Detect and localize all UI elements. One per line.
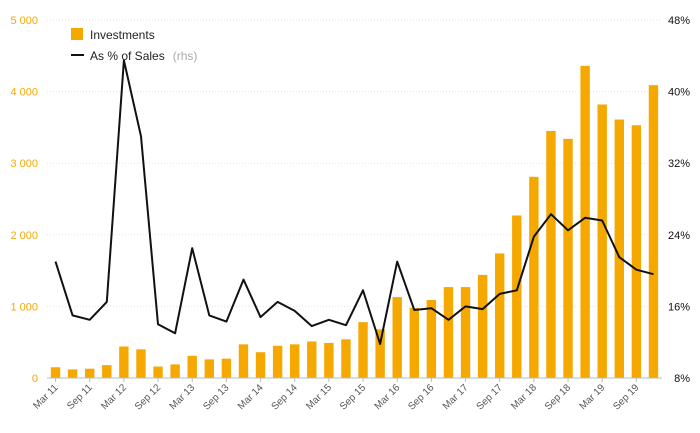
bar xyxy=(631,125,642,378)
x-axis: Mar 11 Sep 11 Mar 12 Sep 12 Mar 13 Sep 13 Mar … xyxy=(31,377,662,413)
y-right-tick-label: 8% xyxy=(674,373,690,385)
sales-pct-line xyxy=(54,59,654,345)
x-tick-label: Mar 13 xyxy=(168,382,198,412)
x-tick-label: Sep 12 xyxy=(133,382,163,412)
bar xyxy=(119,346,129,378)
x-tick-label: Mar 14 xyxy=(236,382,266,412)
bar xyxy=(67,369,78,378)
bar xyxy=(136,349,146,378)
x-tick-label: Sep 13 xyxy=(201,382,231,412)
y-right-tick-label: 32% xyxy=(668,158,690,170)
bar xyxy=(50,367,61,378)
investments-bars xyxy=(50,65,659,379)
x-tick-label: Sep 16 xyxy=(406,382,436,412)
x-tick-label: Mar 17 xyxy=(441,382,471,412)
y-right-tick-label: 48% xyxy=(668,15,690,27)
bar xyxy=(409,307,419,378)
y-axis-right: 8% 16% 24% 32% 40% 48% xyxy=(668,15,690,385)
bar xyxy=(358,322,368,378)
x-tick-label: Mar 16 xyxy=(373,382,403,412)
bar xyxy=(546,130,556,378)
legend-label-investments: Investments xyxy=(90,28,155,42)
bar xyxy=(563,138,573,378)
bar xyxy=(495,253,505,378)
x-tick-label: Mar 18 xyxy=(509,382,539,412)
bar xyxy=(426,299,437,378)
x-tick-label: Sep 17 xyxy=(475,382,505,412)
bar xyxy=(324,342,334,378)
y-right-tick-label: 24% xyxy=(668,230,690,242)
y-left-tick-label: 0 xyxy=(32,373,38,385)
bar xyxy=(272,345,283,378)
bar xyxy=(255,352,266,378)
x-tick-label: Sep 14 xyxy=(270,382,300,412)
legend-label-sales-pct: As % of Sales (rhs) xyxy=(90,47,197,64)
bar xyxy=(187,355,197,378)
legend: Investments As % of Sales (rhs) xyxy=(71,28,197,64)
x-tick-label: Mar 19 xyxy=(578,382,608,412)
bar xyxy=(153,366,163,378)
y-axis-left: 0 1 000 2 000 3 000 4 000 5 000 xyxy=(10,15,38,385)
x-tick-label: Sep 18 xyxy=(543,382,573,412)
bar xyxy=(460,287,471,378)
bar xyxy=(238,344,249,378)
bar xyxy=(290,344,300,378)
x-tick-label: Sep 11 xyxy=(65,382,95,412)
bar xyxy=(529,176,539,378)
y-left-tick-label: 4 000 xyxy=(10,87,38,99)
y-right-tick-label: 40% xyxy=(668,87,690,99)
x-tick-label: Sep 15 xyxy=(338,382,368,412)
bar xyxy=(392,297,402,378)
x-tick-label: Mar 12 xyxy=(99,382,129,412)
bar xyxy=(170,364,180,378)
x-tick-label: Mar 15 xyxy=(304,382,334,412)
series-line xyxy=(54,59,654,345)
bar xyxy=(580,65,590,378)
x-tick-label: Sep 19 xyxy=(611,382,641,412)
y-left-tick-label: 1 000 xyxy=(10,301,38,313)
bar xyxy=(102,365,112,378)
bar xyxy=(614,119,624,379)
bar xyxy=(375,329,385,378)
y-left-tick-label: 2 000 xyxy=(10,230,38,242)
y-right-tick-label: 16% xyxy=(668,301,690,313)
y-left-tick-label: 3 000 xyxy=(10,158,38,170)
bar xyxy=(597,104,607,378)
x-tick-label: Mar 11 xyxy=(31,382,61,412)
bar xyxy=(85,368,95,378)
bar xyxy=(443,287,454,378)
y-left-tick-label: 5 000 xyxy=(10,15,38,27)
bar xyxy=(307,341,317,378)
bar xyxy=(221,358,232,378)
bar xyxy=(512,215,522,378)
legend-swatch-investments xyxy=(71,28,83,40)
bar xyxy=(477,274,488,378)
bar xyxy=(648,85,659,378)
bar xyxy=(341,339,351,378)
bar xyxy=(204,359,214,378)
